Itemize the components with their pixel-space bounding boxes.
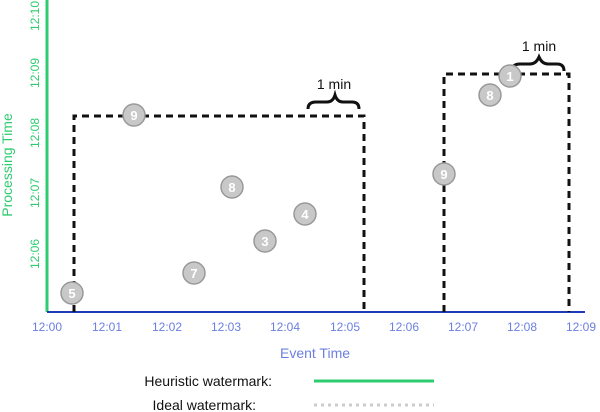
x-tick: 12:07 — [448, 320, 478, 334]
point-circle — [478, 83, 502, 107]
y-tick: 12:08 — [28, 118, 42, 148]
x-tick: 12:02 — [152, 320, 182, 334]
y-tick: 12:06 — [28, 239, 42, 269]
legend-heuristic-label: Heuristic watermark: — [144, 373, 272, 389]
point-circle — [498, 64, 522, 88]
point: 5 — [60, 281, 84, 305]
annotation-1-min: 1 min — [317, 76, 351, 92]
x-tick: 12:09 — [566, 320, 596, 334]
point-label: 8 — [486, 88, 493, 103]
x-tick: 12:05 — [330, 320, 360, 334]
point-label: 9 — [440, 167, 447, 182]
point-circle — [122, 103, 146, 127]
x-tick: 12:01 — [92, 320, 122, 334]
point-label: 4 — [301, 207, 309, 222]
point-label: 5 — [68, 286, 75, 301]
x-tick: 12:06 — [389, 320, 419, 334]
window-1-outline — [72, 114, 366, 312]
point: 3 — [253, 229, 277, 253]
brace-1 — [306, 89, 361, 110]
point-circle — [432, 162, 456, 186]
point: 9 — [432, 162, 456, 186]
legend: Heuristic watermark: Ideal watermark: — [144, 373, 434, 412]
annotation-1-min: 1 min — [522, 38, 556, 54]
point: 4 — [293, 202, 317, 226]
x-tick: 12:04 — [270, 320, 300, 334]
point-label: 3 — [261, 234, 268, 249]
legend-ideal-label: Ideal watermark: — [153, 397, 256, 412]
y-tick: 12:09 — [28, 58, 42, 88]
x-ticks: 12:00 12:01 12:02 12:03 12:04 12:05 12:0… — [32, 320, 596, 334]
y-tick: 12:10 — [28, 1, 42, 31]
point: 8 — [220, 175, 244, 199]
x-tick: 12:00 — [32, 320, 62, 334]
point-circle — [60, 281, 84, 305]
point-label: 8 — [228, 180, 235, 195]
y-tick: 12:07 — [28, 178, 42, 208]
x-tick: 12:03 — [211, 320, 241, 334]
window-2-outline — [442, 72, 571, 312]
brace-2 — [510, 53, 566, 72]
point-label: 1 — [506, 69, 513, 84]
point: 9 — [122, 103, 146, 127]
point-label: 9 — [130, 108, 137, 123]
point-circle — [182, 261, 206, 285]
point: 1 — [498, 64, 522, 88]
point-circle — [293, 202, 317, 226]
point: 8 — [478, 83, 502, 107]
point-circle — [220, 175, 244, 199]
point-circle — [253, 229, 277, 253]
y-axis-title: Processing Time — [0, 113, 15, 217]
y-ticks: 12:06 12:07 12:08 12:09 12:10 — [28, 1, 42, 269]
point: 7 — [182, 261, 206, 285]
x-axis-title: Event Time — [280, 345, 350, 361]
point-label: 7 — [190, 266, 197, 281]
x-tick: 12:08 — [507, 320, 537, 334]
